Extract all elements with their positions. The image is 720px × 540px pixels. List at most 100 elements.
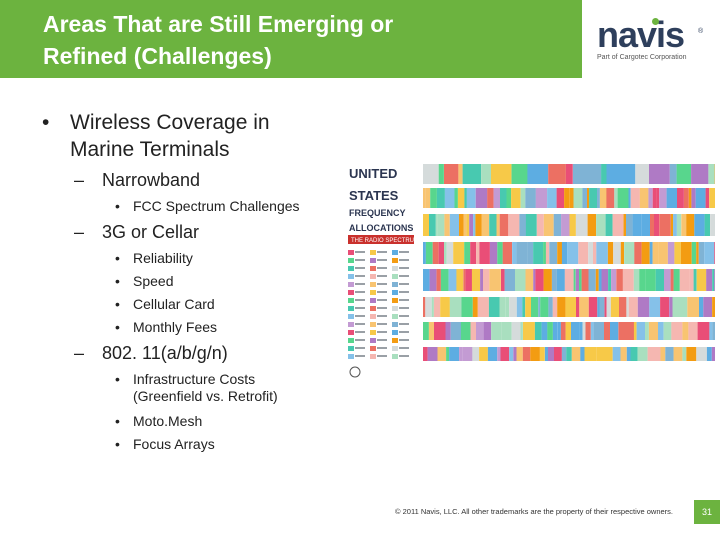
legend-swatch: [348, 250, 354, 255]
logo-brand: navis: [597, 14, 685, 55]
spectrum-band-segment: [665, 347, 674, 361]
spectrum-band-segment: [527, 164, 549, 184]
spectrum-band-segment: [620, 347, 627, 361]
poster-line-2: STATES: [349, 188, 399, 203]
spectrum-band-segment: [605, 269, 609, 291]
spectrum-band-segment: [446, 242, 454, 264]
spectrum-band-segment: [458, 164, 463, 184]
legend-swatch: [392, 250, 398, 255]
legend-text-line: [355, 275, 365, 277]
legend-swatch: [348, 266, 354, 271]
spectrum-band-segment: [565, 322, 571, 340]
legend-swatch: [348, 306, 354, 311]
spectrum-band-segment: [543, 214, 554, 236]
legend-text-line: [399, 339, 409, 341]
spectrum-band-segment: [679, 297, 688, 317]
spectrum-band-segment: [637, 347, 648, 361]
spectrum-band-segment: [582, 188, 588, 208]
spectrum-band-segment: [652, 242, 659, 264]
spectrum-band-segment: [691, 188, 696, 208]
spectrum-band-segment: [664, 269, 671, 291]
legend-text-line: [399, 275, 409, 277]
spectrum-band-segment: [691, 164, 709, 184]
legend-swatch: [348, 298, 354, 303]
spectrum-band-segment: [504, 269, 515, 291]
legend-text-line: [377, 267, 387, 269]
spectrum-band-segment: [483, 269, 490, 291]
spectrum-band-segment: [553, 214, 562, 236]
spectrum-band-segment: [436, 269, 441, 291]
spectrum-band-segment: [573, 269, 576, 291]
spectrum-band-segment: [684, 188, 689, 208]
legend-swatch: [348, 258, 354, 263]
spectrum-band-segment: [561, 347, 567, 361]
spectrum-band-segment: [593, 322, 604, 340]
spectrum-band-segment: [423, 322, 429, 340]
legend-text-line: [377, 323, 387, 325]
spectrum-band-segment: [614, 188, 618, 208]
spectrum-band-segment: [523, 322, 535, 340]
spectrum-band-segment: [628, 297, 638, 317]
legend-text-line: [399, 347, 409, 349]
legend-text-line: [355, 283, 365, 285]
legend-text-line: [377, 275, 387, 277]
spectrum-band-segment: [435, 214, 438, 236]
spectrum-band-segment: [513, 347, 517, 361]
legend-swatch: [348, 354, 354, 359]
legend-swatch: [370, 250, 376, 255]
spectrum-band-segment: [502, 242, 512, 264]
legend-text-line: [377, 283, 387, 285]
spectrum-band-segment: [539, 347, 545, 361]
spectrum-band-segment: [571, 347, 581, 361]
spectrum-band-segment: [695, 188, 706, 208]
spectrum-band-segment: [576, 297, 580, 317]
spectrum-band-segment: [636, 322, 645, 340]
spectrum-band-segment: [601, 164, 607, 184]
spectrum-band-segment: [645, 322, 649, 340]
spectrum-band-segment: [650, 214, 654, 236]
spectrum-band-segment: [538, 297, 541, 317]
spectrum-band-segment: [606, 297, 611, 317]
spectrum-band-segment: [565, 164, 573, 184]
spectrum-band-segment: [584, 347, 597, 361]
legend-text-line: [399, 251, 409, 253]
spectrum-band-segment: [630, 347, 638, 361]
spectrum-band-segment: [712, 297, 715, 317]
spectrum-band-segment: [648, 188, 653, 208]
legend-swatch: [348, 274, 354, 279]
spectrum-band-segment: [679, 269, 690, 291]
spectrum-band-segment: [677, 188, 684, 208]
spectrum-band-segment: [440, 297, 450, 317]
spectrum-band-segment: [688, 188, 692, 208]
spectrum-band-segment: [612, 214, 624, 236]
spectrum-band-segment: [601, 269, 605, 291]
spectrum-band-segment: [697, 322, 710, 340]
spectrum-band-segment: [693, 269, 697, 291]
spectrum-band-segment: [479, 242, 490, 264]
legend-text-line: [377, 339, 387, 341]
spectrum-band-segment: [682, 347, 687, 361]
spectrum-band-segment: [624, 242, 635, 264]
legend-text-line: [399, 259, 409, 261]
spectrum-band-segment: [580, 347, 585, 361]
poster-line-5: THE RADIO SPECTRUM: [351, 238, 419, 244]
spectrum-band-segment: [423, 188, 426, 208]
spectrum-band-segment: [652, 188, 657, 208]
spectrum-band-segment: [714, 242, 715, 264]
spectrum-band-segment: [639, 269, 646, 291]
legend-swatch: [348, 338, 354, 343]
spectrum-band-segment: [589, 188, 597, 208]
spectrum-band-segment: [704, 242, 715, 264]
spectrum-band-segment: [579, 269, 582, 291]
logo-tagline: Part of Cargotec Corporation: [597, 54, 687, 61]
legend-text-line: [377, 315, 387, 317]
legend-text-line: [355, 291, 365, 293]
spectrum-band-segment: [694, 214, 705, 236]
spectrum-band-segment: [470, 322, 476, 340]
spectrum-band-segment: [444, 242, 447, 264]
legend-text-line: [399, 291, 409, 293]
spectrum-band-segment: [599, 188, 607, 208]
spectrum-band-segment: [466, 214, 470, 236]
spectrum-band-segment: [573, 188, 583, 208]
spectrum-band-segment: [666, 188, 677, 208]
